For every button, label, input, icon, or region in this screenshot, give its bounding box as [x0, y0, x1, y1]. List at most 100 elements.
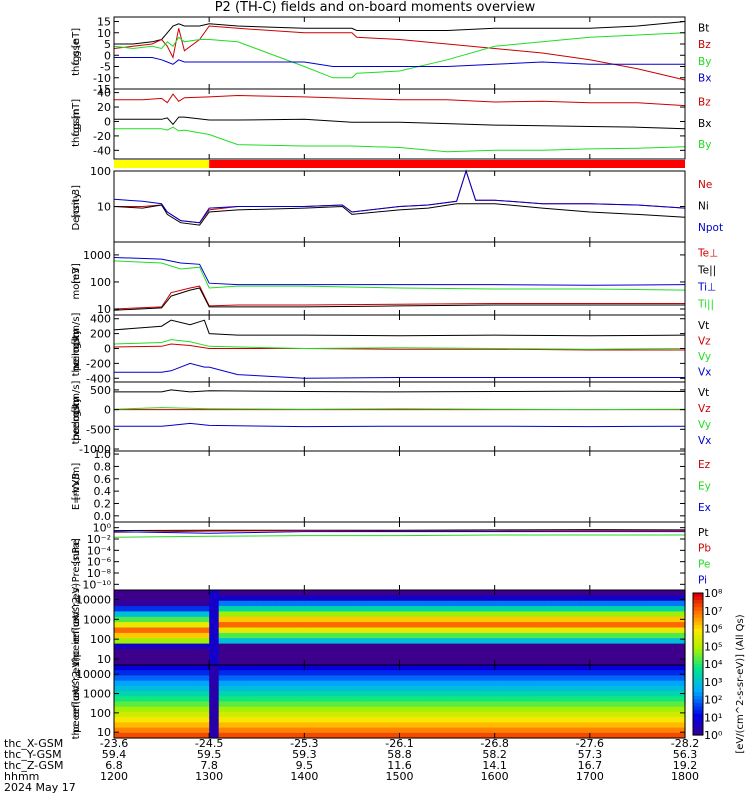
spectrogram-cell [580, 627, 591, 634]
spectrogram-cell [618, 595, 629, 602]
spectrogram-cell [323, 706, 334, 713]
spectrogram-cell [161, 711, 172, 718]
spectrogram-cell [475, 600, 486, 607]
spectrogram-cell [256, 711, 267, 718]
spectrogram-cell [171, 670, 182, 676]
spectrogram-cell [637, 680, 648, 687]
series-fgs_gsm-Bz [114, 93, 686, 107]
spectrogram-cell [399, 606, 410, 613]
spectrogram-cell [123, 595, 134, 602]
spectrogram-cell [666, 638, 677, 645]
spectrogram-cell [218, 685, 229, 692]
spectrogram-cell [390, 717, 401, 723]
spectrogram-cell [589, 691, 600, 697]
spectrogram-cell [551, 600, 562, 607]
spectrogram-cell [409, 616, 420, 623]
spectrogram-cell [561, 600, 572, 607]
spectrogram-cell [542, 600, 553, 607]
colorbar-tick-label: 10⁷ [704, 605, 722, 618]
spectrogram-cell [294, 701, 305, 708]
spectrogram-cell [618, 701, 629, 708]
spectrogram-cell [523, 638, 534, 645]
spectrogram-cell [161, 696, 172, 703]
spectrogram-cell [218, 643, 229, 650]
spectrogram-cell [656, 595, 667, 602]
spectrogram-cell [447, 638, 458, 645]
spectrogram-cell [247, 643, 258, 650]
series-fgs_gsm-By [114, 126, 686, 153]
spectrogram-cell [199, 675, 210, 682]
spectrogram-cell [380, 691, 391, 697]
y-axis-label-line: en [71, 705, 82, 718]
spectrogram-cell [380, 732, 391, 739]
spectrogram-cell [294, 706, 305, 713]
spectrogram-cell [285, 680, 296, 687]
y-tick-label: 100 [90, 633, 111, 646]
spectrogram-cell [142, 670, 153, 676]
spectrogram-cell [161, 632, 172, 639]
legend-label: Pb [698, 543, 711, 555]
y-axis-label-line: [cm-3] [71, 185, 82, 218]
spectrogram-cell [361, 627, 372, 634]
y-axis-label-line: [km/s] [71, 380, 82, 412]
spectrogram-cell [180, 722, 191, 729]
spectrogram-cell [294, 717, 305, 723]
spectrogram-cell [532, 638, 543, 645]
spectrogram-cell [294, 627, 305, 634]
spectrogram-cell [599, 632, 610, 639]
y-tick-label: 0.4 [94, 485, 112, 498]
spectrogram-cell [589, 616, 600, 623]
spectrogram-cell [275, 701, 286, 708]
spectrogram-cell [218, 616, 229, 623]
spectrogram-cell [247, 732, 258, 739]
spectrogram-cell [608, 691, 619, 697]
spectrogram-cell [390, 627, 401, 634]
spectrogram-cell [666, 732, 677, 739]
spectrogram-cell [618, 616, 629, 623]
spectrogram-cell [361, 606, 372, 613]
spectrogram-cell [418, 706, 429, 713]
spectrogram-cell [313, 665, 324, 671]
spectrogram-cell [304, 638, 315, 645]
spectrogram-cell [142, 680, 153, 687]
spectrogram-cell [551, 616, 562, 623]
spectrogram-cell [142, 600, 153, 607]
spectrogram-cell [171, 706, 182, 713]
spectrogram-cell [180, 638, 191, 645]
spectrogram-cell [313, 648, 324, 655]
spectrogram-cell [171, 611, 182, 618]
spectrogram-cell [428, 590, 439, 596]
y-tick-label: -400 [86, 372, 111, 385]
spectrogram-cell [199, 717, 210, 723]
spectrogram-cell [323, 600, 334, 607]
spectrogram-cell [390, 727, 401, 734]
spectrogram-cell [152, 701, 163, 708]
spectrogram-cell [247, 606, 258, 613]
spectrogram-cell [589, 717, 600, 723]
spectrogram-cell [152, 732, 163, 739]
spectrogram-cell [589, 727, 600, 734]
spectrogram-cell [228, 616, 239, 623]
spectrogram-cell [190, 643, 201, 650]
spectrogram-cell [161, 659, 172, 666]
ephemeris-value: -27.6 [576, 737, 604, 750]
y-tick-label: 10000 [76, 668, 111, 681]
spectrogram-cell [504, 590, 515, 596]
spectrogram-cell [142, 606, 153, 613]
colorbar-swatch [693, 593, 703, 598]
spectrogram-cell [618, 622, 629, 629]
spectrogram-cell [608, 590, 619, 596]
spectrogram-cell [599, 643, 610, 650]
spectrogram-cell [428, 665, 439, 671]
spectrogram-cell [342, 638, 353, 645]
spectrogram-cell [513, 670, 524, 676]
y-tick-label: 100 [90, 165, 111, 178]
spectrogram-cell [494, 711, 505, 718]
spectrogram-cell [228, 665, 239, 671]
spectrogram-cell [513, 717, 524, 723]
spectrogram-cell [152, 622, 163, 629]
spectrogram-cell [304, 632, 315, 639]
spectrogram-cell [608, 606, 619, 613]
spectrogram-cell [351, 717, 362, 723]
